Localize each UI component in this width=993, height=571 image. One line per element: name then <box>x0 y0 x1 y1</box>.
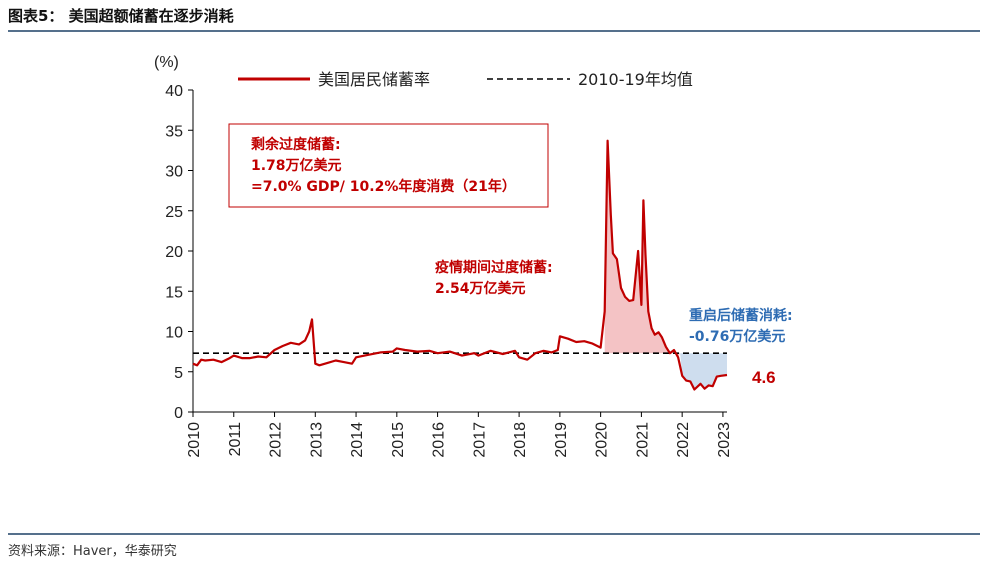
y-tick-label: 20 <box>165 244 183 261</box>
bottom-rule <box>8 533 980 535</box>
y-tick-label: 10 <box>165 325 183 342</box>
x-tick-label: 2010 <box>186 422 203 458</box>
legend-avg-label: 2010-19年均值 <box>578 70 693 89</box>
excess-savings-box-line: 1.78万亿美元 <box>251 157 342 174</box>
y-tick-label: 15 <box>165 284 183 301</box>
title-rule <box>8 30 980 32</box>
x-tick-label: 2017 <box>471 422 488 458</box>
excess-savings-box-line: 剩余过度储蓄: <box>251 136 341 153</box>
x-tick-label: 2013 <box>308 422 325 458</box>
x-tick-label: 2012 <box>268 422 285 458</box>
excess-savings-area <box>604 140 681 358</box>
source-note: 资料来源：Haver，华泰研究 <box>8 544 177 559</box>
chart-axes-layer: 0 5 10 15 20 25 30 35 40 (%) 2010 2011 2012 2013 2014 2… <box>154 54 733 458</box>
x-tick-label: 2016 <box>431 422 448 458</box>
y-tick-label: 5 <box>174 365 183 382</box>
figure-title: 图表5： 美国超额储蓄在逐步消耗 <box>8 7 234 25</box>
chart-fills-layer <box>604 140 727 390</box>
x-tick-label: 2015 <box>390 422 407 458</box>
excess-savings-box <box>228 123 549 208</box>
y-tick-label: 40 <box>165 83 183 100</box>
y-tick-label: 25 <box>165 204 183 221</box>
x-tick-label: 2023 <box>716 422 733 458</box>
reopen-drawdown-note: -0.76万亿美元 <box>689 328 785 345</box>
savings-rate-line <box>192 139 728 391</box>
legend-line-label: 美国居民储蓄率 <box>318 70 430 89</box>
reopen-drawdown-note: 重启后储蓄消耗: <box>689 307 793 324</box>
x-tick-label: 2011 <box>227 422 244 457</box>
x-tick-label: 2014 <box>349 422 366 458</box>
x-tick-label: 2021 <box>634 422 651 458</box>
y-axis-unit: (%) <box>154 54 179 71</box>
savings-drawdown-area <box>680 353 727 390</box>
last-value-label: 4.6 <box>752 368 776 387</box>
chart-series-layer <box>192 139 728 391</box>
x-tick-label: 2020 <box>594 422 611 458</box>
y-tick-label: 30 <box>165 164 183 181</box>
y-tick-label: 0 <box>174 405 183 422</box>
x-tick-label: 2018 <box>512 422 529 458</box>
excess-savings-box-line: =7.0% GDP/ 10.2%年度消费（21年） <box>251 178 516 195</box>
x-tick-label: 2019 <box>553 422 570 458</box>
pandemic-savings-note: 2.54万亿美元 <box>435 280 526 297</box>
x-tick-label: 2022 <box>675 422 692 458</box>
y-tick-label: 35 <box>165 123 183 140</box>
pandemic-savings-note: 疫情期间过度储蓄: <box>435 259 553 276</box>
